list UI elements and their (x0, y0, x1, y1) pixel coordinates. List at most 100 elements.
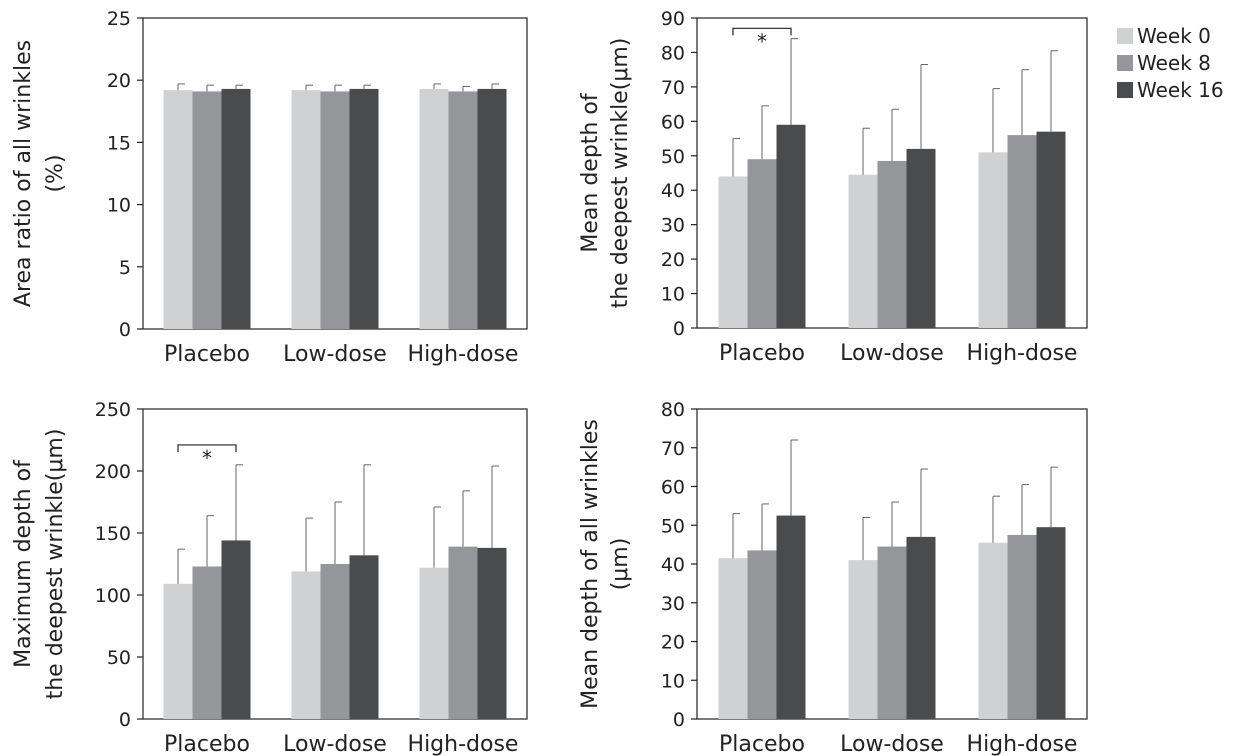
bar-week-0 (978, 152, 1008, 328)
y-tick-label: 20 (107, 70, 131, 92)
bar-week-16 (906, 148, 936, 328)
y-axis-label: (μm) (608, 538, 633, 591)
y-tick-label: 10 (661, 670, 685, 692)
y-tick-label: 0 (119, 319, 131, 341)
y-tick-label: 150 (95, 523, 131, 545)
bar-week-0 (978, 542, 1008, 719)
y-tick-label: 50 (107, 647, 131, 669)
x-category-label: Low-dose (283, 732, 387, 756)
bar-week-0 (848, 560, 878, 719)
y-axis-label: the deepest wrinkle(μm) (43, 429, 68, 700)
bar-week-8 (448, 546, 478, 719)
y-tick-label: 25 (107, 8, 131, 30)
y-tick-label: 250 (95, 399, 131, 421)
chart-panel-2: 0 10 20 30 40 50 60 70 80 90 * Placebo Low-dose High-… (578, 8, 1088, 366)
bar-week-8 (747, 550, 777, 719)
legend: Week 0 Week 8 Week 16 (1117, 24, 1224, 102)
bar-week-16 (349, 555, 379, 719)
x-category-label: Placebo (164, 732, 250, 756)
bar-week-16 (776, 515, 806, 719)
legend-label: Week 0 (1137, 24, 1211, 48)
x-category-label: Low-dose (283, 342, 387, 367)
y-tick-label: 200 (95, 461, 131, 483)
y-tick-label: 80 (661, 399, 685, 421)
legend-label: Week 16 (1137, 78, 1224, 102)
y-tick-label: 60 (661, 111, 685, 133)
x-category-label: High-dose (408, 732, 519, 756)
bar-week-0 (163, 583, 193, 719)
significance-star: * (757, 29, 767, 53)
y-tick-label: 50 (661, 146, 685, 168)
y-tick-label: 0 (119, 709, 131, 731)
bar-week-8 (877, 160, 907, 328)
y-tick-label: 30 (661, 215, 685, 237)
significance-bracket (732, 27, 792, 36)
x-category-label: Placebo (719, 732, 805, 756)
bar-week-8 (320, 91, 350, 329)
bar-week-16 (221, 540, 251, 719)
bar-week-0 (291, 90, 321, 329)
bar-week-8 (1007, 135, 1037, 328)
x-category-label: Placebo (164, 342, 250, 367)
y-tick-label: 40 (661, 180, 685, 202)
bar-week-0 (419, 567, 449, 719)
y-axis-label: Area ratio of all wrinkles (11, 40, 36, 307)
bar-week-16 (221, 88, 251, 330)
y-tick-label: 10 (661, 284, 685, 306)
y-tick-label: 30 (661, 593, 685, 615)
y-tick-label: 10 (107, 195, 131, 217)
y-axis-label: the deepest wrinkle(μm) (608, 38, 633, 309)
x-category-label: Placebo (719, 341, 805, 366)
chart-panel-3: 0 50 100 150 200 250 * Placebo Low-dose High-dose… (11, 399, 528, 756)
bar-week-0 (718, 176, 748, 328)
bar-week-16 (349, 88, 379, 330)
bar-week-16 (477, 547, 507, 719)
y-tick-label: 60 (661, 477, 685, 499)
bar-week-8 (877, 546, 907, 719)
bar-week-16 (1036, 131, 1066, 328)
y-tick-label: 15 (107, 132, 131, 154)
bar-week-0 (848, 174, 878, 328)
bar-week-0 (419, 88, 449, 330)
bar-week-8 (747, 159, 777, 328)
legend-label: Week 8 (1137, 51, 1211, 75)
bar-week-8 (192, 91, 222, 329)
bar-week-8 (320, 564, 350, 719)
y-tick-label: 20 (661, 249, 685, 271)
y-axis-label: Mean depth of (578, 92, 603, 252)
y-tick-label: 0 (673, 709, 685, 731)
y-tick-label: 5 (119, 257, 131, 279)
y-axis-label: (%) (43, 154, 68, 192)
bar-week-16 (1036, 527, 1066, 719)
y-tick-label: 70 (661, 77, 685, 99)
legend-swatch (1117, 82, 1133, 98)
significance-star: * (202, 446, 212, 470)
y-axis-label: Maximum depth of (11, 459, 36, 668)
bar-week-16 (906, 536, 936, 719)
bar-week-0 (291, 571, 321, 719)
legend-swatch (1117, 28, 1133, 44)
bar-week-8 (192, 566, 222, 719)
x-category-label: Low-dose (840, 341, 944, 366)
bar-week-0 (718, 558, 748, 719)
x-category-label: High-dose (408, 342, 519, 367)
x-category-label: High-dose (967, 341, 1078, 366)
y-tick-label: 80 (661, 42, 685, 64)
x-category-label: High-dose (967, 732, 1078, 756)
y-tick-label: 100 (95, 585, 131, 607)
significance-bracket (177, 444, 237, 452)
bar-week-16 (477, 88, 507, 330)
x-category-label: Low-dose (840, 732, 944, 756)
chart-panel-1: 0 5 10 15 20 25 Placebo Low-dose High-dose Area r… (11, 8, 528, 367)
y-tick-label: 0 (673, 318, 685, 340)
y-tick-label: 20 (661, 632, 685, 654)
bar-week-8 (1007, 534, 1037, 719)
bar-week-16 (776, 124, 806, 329)
chart-panel-4: 0 10 20 30 40 50 60 70 80 Placebo Low-dose High-dos… (578, 399, 1088, 756)
y-axis-label: Mean depth of all wrinkles (578, 419, 603, 709)
y-tick-label: 40 (661, 554, 685, 576)
bar-week-0 (163, 90, 193, 329)
y-tick-label: 70 (661, 438, 685, 460)
y-tick-label: 50 (661, 515, 685, 537)
